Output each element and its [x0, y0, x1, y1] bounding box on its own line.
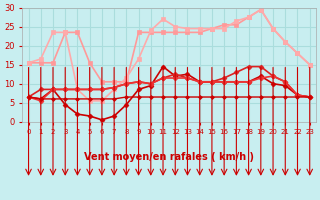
- X-axis label: Vent moyen/en rafales ( km/h ): Vent moyen/en rafales ( km/h ): [84, 152, 254, 162]
